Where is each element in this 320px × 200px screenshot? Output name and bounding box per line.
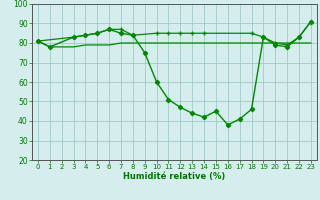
X-axis label: Humidité relative (%): Humidité relative (%): [123, 172, 226, 181]
